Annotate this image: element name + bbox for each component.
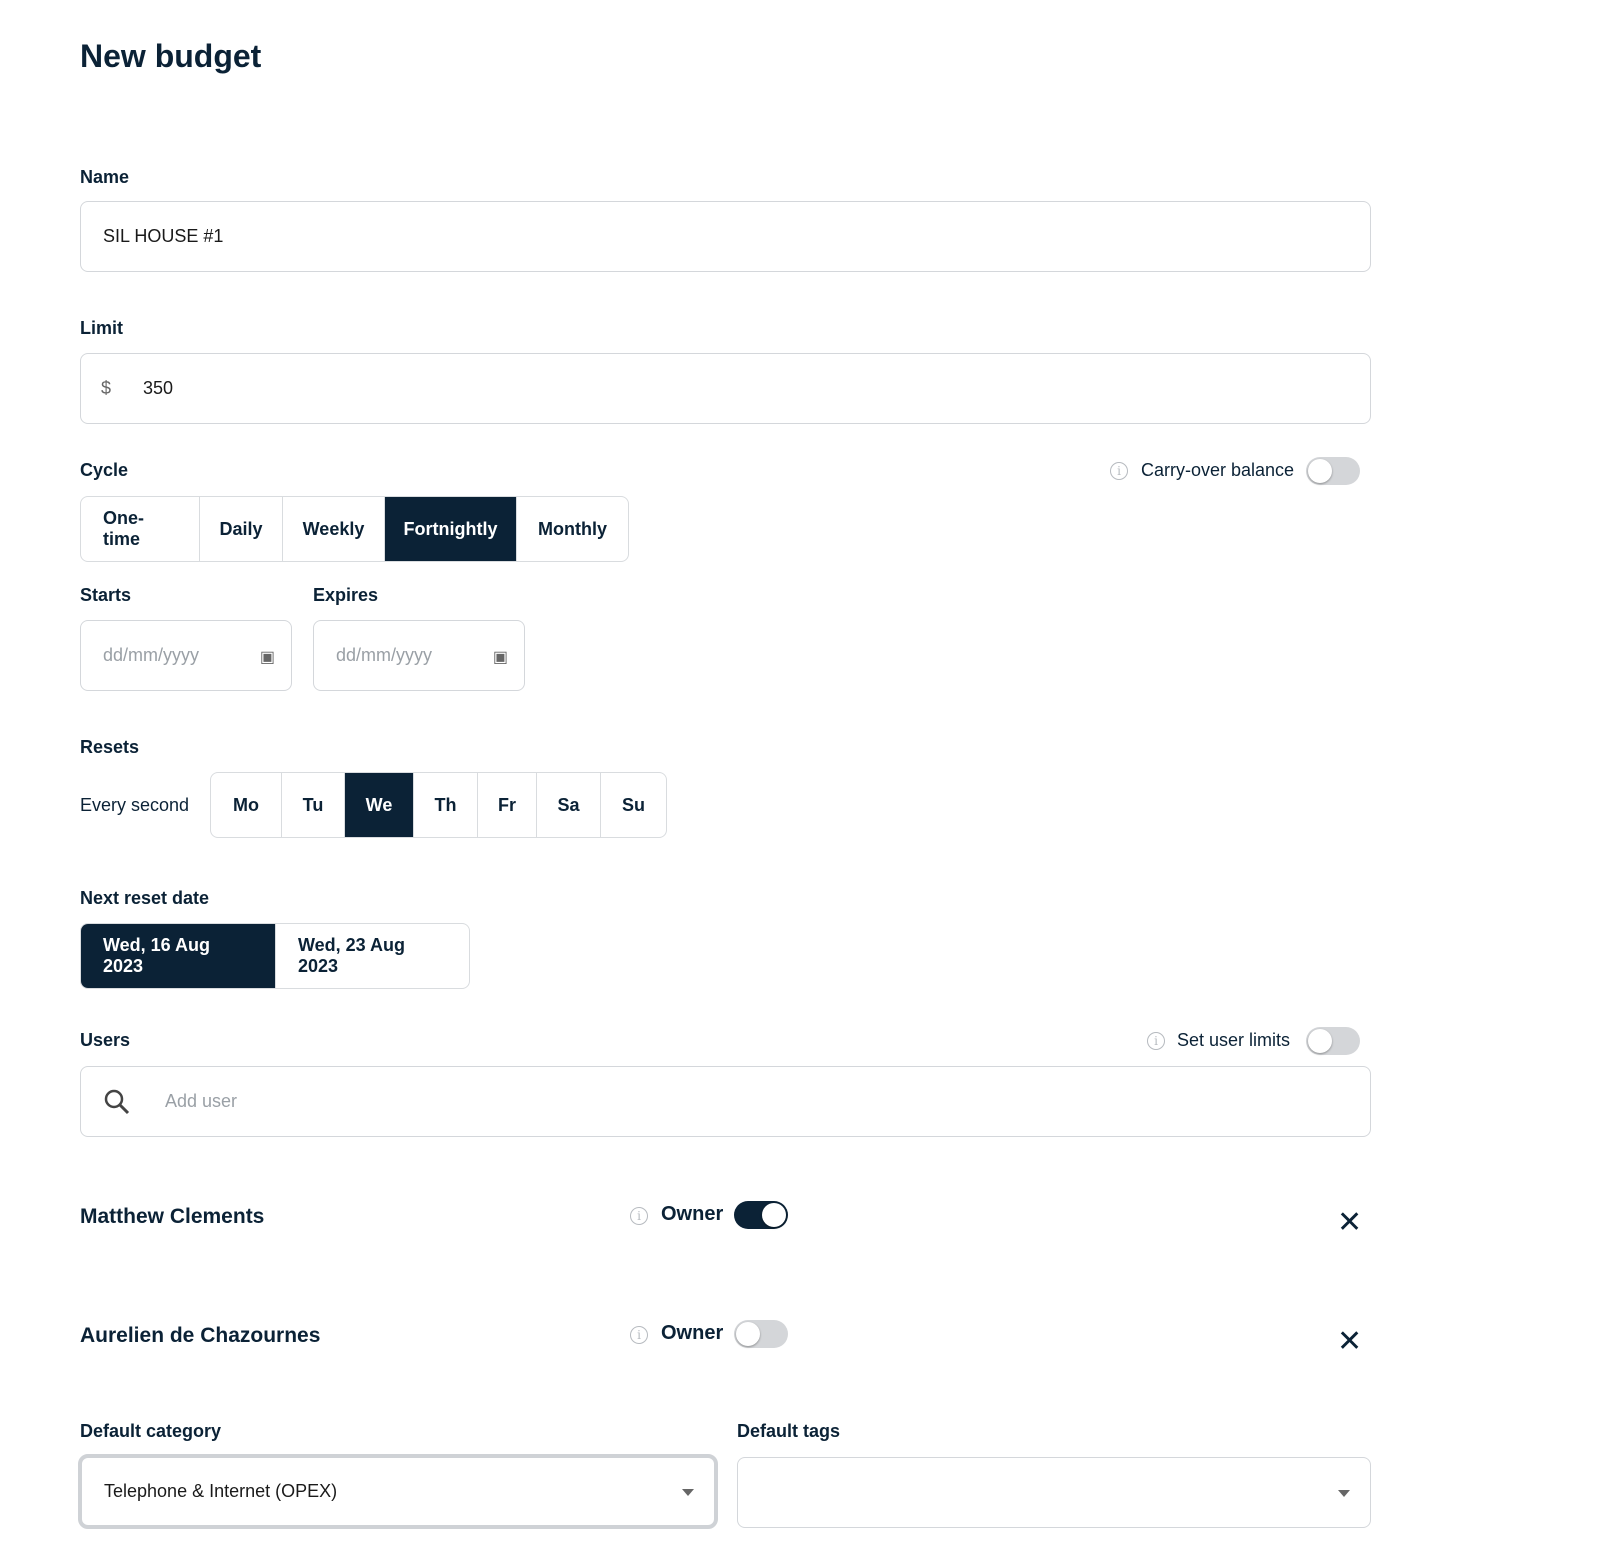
next-reset-selector: Wed, 16 Aug 2023 Wed, 23 Aug 2023 — [80, 923, 470, 989]
expires-placeholder: dd/mm/yyyy — [336, 645, 433, 665]
calendar-icon[interactable]: ▣ — [492, 649, 508, 666]
default-tags-select[interactable] — [737, 1457, 1371, 1528]
carry-over-label: Carry-over balance — [1141, 460, 1295, 480]
user-name: Matthew Clements — [80, 1205, 265, 1228]
starts-date-input[interactable]: dd/mm/yyyy ▣ — [80, 620, 292, 691]
cycle-option-one-time[interactable]: One-time — [81, 497, 200, 561]
default-category-label: Default category — [80, 1421, 222, 1441]
cycle-option-fortnightly[interactable]: Fortnightly — [385, 497, 517, 561]
info-icon[interactable]: i — [630, 1326, 648, 1344]
carry-over-toggle[interactable] — [1306, 457, 1360, 485]
day-fr[interactable]: Fr — [478, 773, 537, 837]
resets-label: Resets — [80, 737, 140, 757]
every-second-label: Every second — [80, 795, 190, 815]
starts-label: Starts — [80, 585, 132, 605]
owner-label: Owner — [661, 1322, 724, 1344]
cycle-option-daily[interactable]: Daily — [200, 497, 283, 561]
day-mo[interactable]: Mo — [211, 773, 282, 837]
default-tags-label: Default tags — [737, 1421, 841, 1441]
chevron-down-icon — [1338, 1490, 1350, 1497]
users-label: Users — [80, 1030, 131, 1050]
name-value: SIL HOUSE #1 — [103, 226, 224, 246]
remove-user-close-icon[interactable]: ✕ — [1337, 1325, 1363, 1358]
day-we[interactable]: We — [345, 773, 414, 837]
next-reset-option-1[interactable]: Wed, 16 Aug 2023 — [81, 924, 276, 988]
reset-day-selector: Mo Tu We Th Fr Sa Su — [210, 772, 667, 838]
cycle-option-weekly[interactable]: Weekly — [283, 497, 385, 561]
chevron-down-icon — [682, 1489, 694, 1496]
remove-user-close-icon[interactable]: ✕ — [1337, 1206, 1363, 1239]
user-name: Aurelien de Chazournes — [80, 1324, 321, 1347]
add-user-search-input[interactable]: Add user — [80, 1066, 1371, 1137]
page-title: New budget — [80, 38, 262, 74]
owner-label: Owner — [661, 1203, 724, 1225]
owner-toggle[interactable] — [734, 1201, 788, 1229]
name-input[interactable]: SIL HOUSE #1 — [80, 201, 1371, 272]
day-sa[interactable]: Sa — [537, 773, 601, 837]
next-reset-option-2[interactable]: Wed, 23 Aug 2023 — [298, 935, 406, 976]
day-su[interactable]: Su — [622, 794, 646, 815]
set-user-limits-label: Set user limits — [1177, 1030, 1291, 1050]
name-label: Name — [80, 167, 130, 187]
calendar-icon[interactable]: ▣ — [259, 649, 275, 666]
limit-input[interactable]: $ 350 — [80, 353, 1371, 424]
set-user-limits-toggle[interactable] — [1306, 1027, 1360, 1055]
info-icon[interactable]: i — [1110, 462, 1128, 480]
day-th[interactable]: Th — [414, 773, 478, 837]
cycle-option-monthly[interactable]: Monthly — [538, 518, 607, 539]
limit-value: 350 — [143, 378, 174, 398]
expires-label: Expires — [313, 585, 379, 605]
info-icon[interactable]: i — [1147, 1032, 1165, 1050]
limit-label: Limit — [80, 318, 123, 338]
starts-placeholder: dd/mm/yyyy — [103, 645, 200, 665]
search-icon — [104, 1089, 130, 1114]
add-user-placeholder: Add user — [165, 1091, 238, 1111]
expires-date-input[interactable]: dd/mm/yyyy ▣ — [313, 620, 525, 691]
info-icon[interactable]: i — [630, 1207, 648, 1225]
currency-symbol: $ — [101, 378, 112, 398]
next-reset-label: Next reset date — [80, 888, 210, 908]
day-tu[interactable]: Tu — [282, 773, 345, 837]
default-category-select[interactable]: Telephone & Internet (OPEX) — [78, 1454, 718, 1529]
default-category-value: Telephone & Internet (OPEX) — [104, 1481, 338, 1501]
cycle-label: Cycle — [80, 460, 129, 480]
cycle-selector: One-time Daily Weekly Fortnightly Monthl… — [80, 496, 629, 562]
owner-toggle[interactable] — [734, 1320, 788, 1348]
